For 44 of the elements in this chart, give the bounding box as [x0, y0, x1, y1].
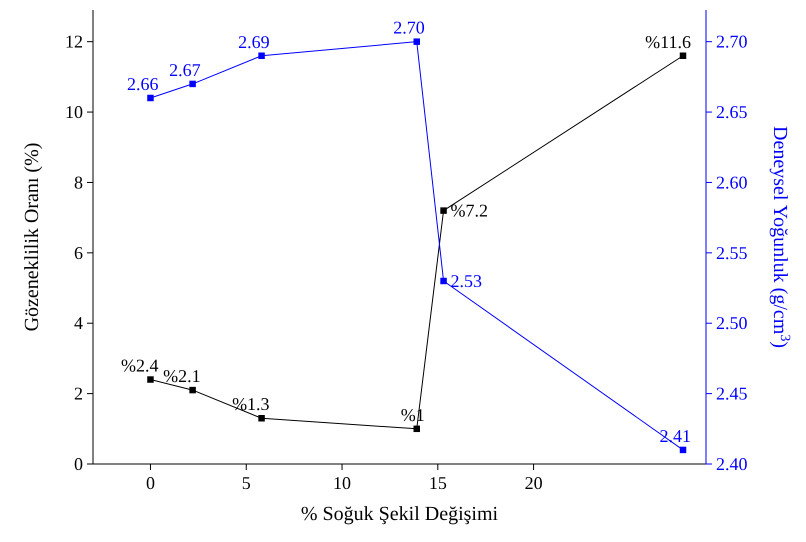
y2-tick-label: 2.55 — [716, 242, 748, 263]
data-label: %2.4 — [120, 356, 158, 376]
point — [440, 207, 447, 214]
point — [680, 52, 686, 59]
data-label: 2.70 — [393, 18, 425, 38]
y-tick-label: 2 — [74, 384, 83, 404]
point — [414, 38, 420, 45]
data-label: 2.66 — [126, 74, 158, 94]
point — [258, 52, 265, 59]
y-tick-label: 0 — [74, 454, 83, 474]
y2-tick-label: 2.40 — [716, 454, 748, 474]
x-tick-label: 0 — [146, 473, 155, 493]
y-tick-label: 8 — [74, 172, 83, 192]
data-label: %7.2 — [450, 200, 488, 221]
y2-tick-label: 2.45 — [716, 384, 748, 404]
data-label: %2.1 — [163, 366, 201, 386]
data-label: 2.67 — [169, 60, 201, 80]
point — [258, 415, 265, 422]
y-tick-label: 6 — [74, 242, 83, 263]
x-tick-label: 15 — [428, 473, 447, 493]
y-axis-title: Gözeneklilik Oranı (%) — [21, 142, 43, 332]
point — [189, 80, 196, 88]
y-tick-label: 4 — [74, 313, 83, 334]
data-label: %1.3 — [232, 394, 270, 414]
y-tick-label: 12 — [65, 32, 83, 52]
y2-tick-label: 2.50 — [716, 313, 748, 334]
point — [189, 386, 196, 394]
x-tick-label: 20 — [524, 473, 543, 493]
x-tick-label: 10 — [333, 473, 352, 493]
y2-tick-label: 2.70 — [716, 32, 748, 52]
point — [440, 278, 447, 284]
data-label: 2.41 — [660, 426, 692, 446]
y2-tick-label: 2.60 — [716, 172, 748, 192]
point — [147, 94, 154, 102]
data-label: 2.53 — [450, 270, 482, 291]
y-tick-label: 10 — [65, 102, 83, 122]
data-label: %11.6 — [645, 32, 692, 52]
x-axis-title: % Soğuk Şekil Değişimi — [300, 503, 499, 525]
data-label: 2.69 — [238, 32, 270, 52]
point — [414, 426, 420, 432]
y2-tick-label: 2.65 — [716, 102, 748, 122]
point — [680, 446, 686, 454]
x-tick-label: 5 — [242, 473, 251, 493]
point — [147, 376, 154, 383]
